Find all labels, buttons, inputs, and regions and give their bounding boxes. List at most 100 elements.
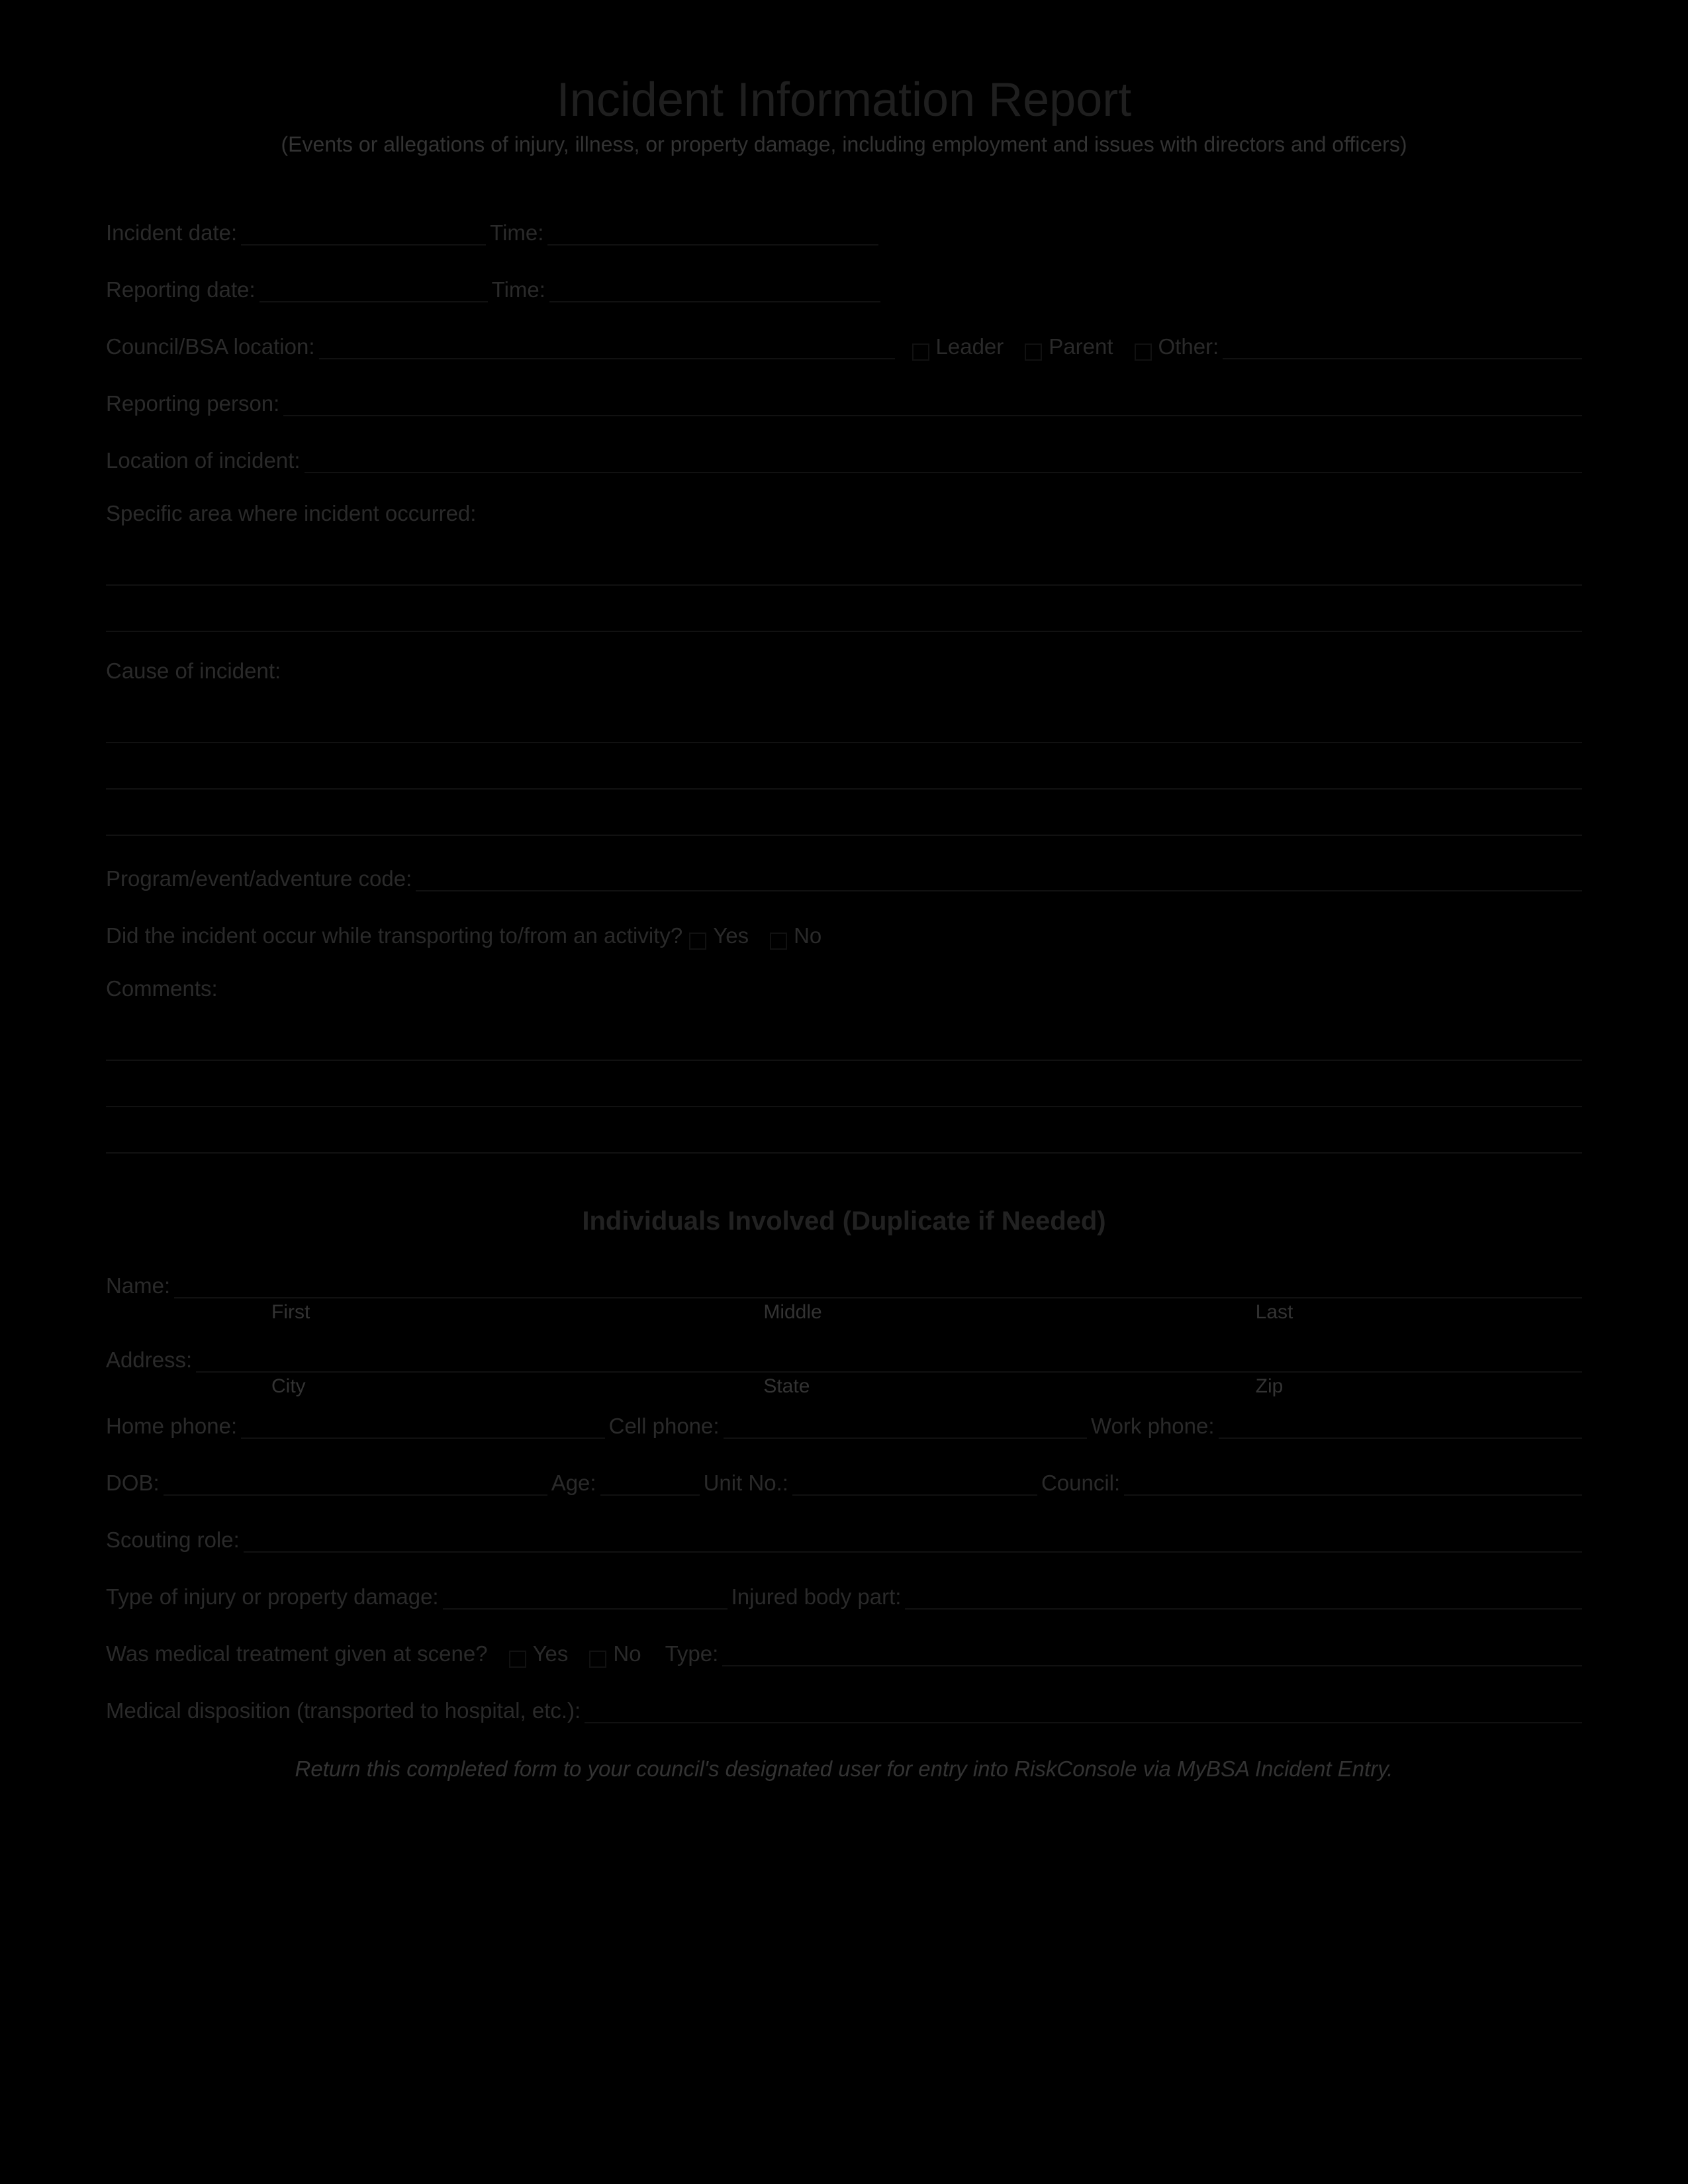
label-state: State — [598, 1375, 1090, 1398]
label-comments: Comments: — [106, 976, 1582, 1001]
label-incident-date: Incident date: — [106, 220, 237, 246]
label-reporting-time: Time: — [492, 277, 545, 302]
field-incident-date[interactable] — [241, 222, 486, 246]
label-reporting-date: Reporting date: — [106, 277, 256, 302]
row-incident-date: Incident date: Time: — [106, 216, 1582, 246]
label-med-no: No — [613, 1641, 641, 1666]
field-comments-line3[interactable] — [106, 1107, 1582, 1154]
field-unit-no[interactable] — [792, 1472, 1037, 1496]
label-yes: Yes — [713, 923, 749, 948]
label-reporting-person: Reporting person: — [106, 391, 279, 416]
field-work-phone[interactable] — [1219, 1415, 1582, 1439]
label-specific-area: Specific area where incident occurred: — [106, 501, 1582, 526]
checkbox-med-yes[interactable] — [509, 1651, 526, 1668]
row-transport-q: Did the incident occur while transportin… — [106, 919, 1582, 948]
label-council-location: Council/BSA location: — [106, 334, 315, 359]
label-middle: Middle — [598, 1301, 1090, 1324]
field-incident-time[interactable] — [547, 222, 878, 246]
label-city: City — [106, 1375, 598, 1398]
label-first: First — [106, 1301, 598, 1324]
label-type: Type: — [665, 1641, 719, 1666]
label-injury-type: Type of injury or property damage: — [106, 1584, 439, 1610]
row-med-disposition: Medical disposition (transported to hosp… — [106, 1694, 1582, 1723]
checkbox-other[interactable] — [1135, 343, 1152, 361]
label-scouting-role: Scouting role: — [106, 1527, 240, 1553]
checkbox-leader[interactable] — [912, 343, 929, 361]
label-med-treatment: Was medical treatment given at scene? — [106, 1641, 488, 1666]
field-home-phone[interactable] — [241, 1415, 604, 1439]
field-program-code[interactable] — [416, 868, 1582, 891]
row-location-incident: Location of incident: — [106, 444, 1582, 473]
label-name: Name: — [106, 1273, 170, 1298]
field-reporting-person[interactable] — [283, 392, 1582, 416]
field-cause-line3[interactable] — [106, 790, 1582, 836]
label-med-disposition: Medical disposition (transported to hosp… — [106, 1698, 581, 1723]
field-med-type[interactable] — [722, 1643, 1582, 1666]
row-reporting-person: Reporting person: — [106, 387, 1582, 416]
page-subtitle: (Events or allegations of injury, illnes… — [106, 132, 1582, 157]
label-body-part: Injured body part: — [731, 1584, 902, 1610]
field-cell-phone[interactable] — [724, 1415, 1087, 1439]
field-location-incident[interactable] — [305, 449, 1582, 473]
field-comments-line1[interactable] — [106, 1015, 1582, 1061]
field-med-disposition[interactable] — [585, 1700, 1582, 1723]
label-cause: Cause of incident: — [106, 659, 1582, 684]
page-title: Incident Information Report — [106, 73, 1582, 127]
label-location-incident: Location of incident: — [106, 448, 301, 473]
label-dob: DOB: — [106, 1471, 160, 1496]
field-dob[interactable] — [164, 1472, 547, 1496]
field-specific-area-line2[interactable] — [106, 586, 1582, 632]
row-address: Address: — [106, 1343, 1582, 1373]
label-age: Age: — [551, 1471, 596, 1496]
subheading-individuals: Individuals Involved (Duplicate if Neede… — [106, 1206, 1582, 1236]
subrow-address: City State Zip — [106, 1375, 1582, 1398]
label-work-phone: Work phone: — [1091, 1414, 1215, 1439]
field-reporting-time[interactable] — [549, 279, 880, 302]
field-name[interactable] — [174, 1275, 1582, 1298]
label-cell-phone: Cell phone: — [609, 1414, 720, 1439]
label-council: Council: — [1041, 1471, 1120, 1496]
subrow-name: First Middle Last — [106, 1301, 1582, 1324]
label-home-phone: Home phone: — [106, 1414, 237, 1439]
field-council-location[interactable] — [319, 336, 895, 359]
checkbox-transport-no[interactable] — [770, 933, 787, 950]
row-med-treatment: Was medical treatment given at scene? Ye… — [106, 1637, 1582, 1666]
field-age[interactable] — [600, 1472, 700, 1496]
row-dob: DOB: Age: Unit No.: Council: — [106, 1467, 1582, 1496]
row-phones: Home phone: Cell phone: Work phone: — [106, 1410, 1582, 1439]
row-reporting-date: Reporting date: Time: — [106, 273, 1582, 302]
label-med-yes: Yes — [533, 1641, 569, 1666]
label-program-code: Program/event/adventure code: — [106, 866, 412, 891]
row-injury: Type of injury or property damage: Injur… — [106, 1580, 1582, 1610]
field-body-part[interactable] — [905, 1586, 1582, 1610]
field-cause-line2[interactable] — [106, 743, 1582, 790]
checkbox-med-no[interactable] — [589, 1651, 606, 1668]
label-zip: Zip — [1090, 1375, 1582, 1398]
label-parent: Parent — [1049, 334, 1113, 359]
footer-note: Return this completed form to your counc… — [106, 1756, 1582, 1782]
label-transport-q: Did the incident occur while transportin… — [106, 923, 682, 948]
label-no: No — [794, 923, 821, 948]
field-cause-line1[interactable] — [106, 697, 1582, 743]
row-name: Name: — [106, 1269, 1582, 1298]
field-scouting-role[interactable] — [244, 1529, 1582, 1553]
label-unit-no: Unit No.: — [704, 1471, 788, 1496]
field-council[interactable] — [1124, 1472, 1582, 1496]
label-last: Last — [1090, 1301, 1582, 1324]
checkbox-transport-yes[interactable] — [689, 933, 706, 950]
checkbox-parent[interactable] — [1025, 343, 1042, 361]
field-specific-area-line1[interactable] — [106, 539, 1582, 586]
field-other[interactable] — [1223, 336, 1582, 359]
label-address: Address: — [106, 1347, 192, 1373]
field-comments-line2[interactable] — [106, 1061, 1582, 1107]
page: Incident Information Report (Events or a… — [0, 0, 1688, 2184]
field-address[interactable] — [196, 1349, 1582, 1373]
label-other: Other: — [1158, 334, 1219, 359]
row-program-code: Program/event/adventure code: — [106, 862, 1582, 891]
label-leader: Leader — [936, 334, 1004, 359]
row-council-location: Council/BSA location: Leader Parent Othe… — [106, 330, 1582, 359]
field-reporting-date[interactable] — [259, 279, 488, 302]
row-scouting-role: Scouting role: — [106, 1524, 1582, 1553]
field-injury-type[interactable] — [443, 1586, 727, 1610]
label-incident-time: Time: — [490, 220, 543, 246]
